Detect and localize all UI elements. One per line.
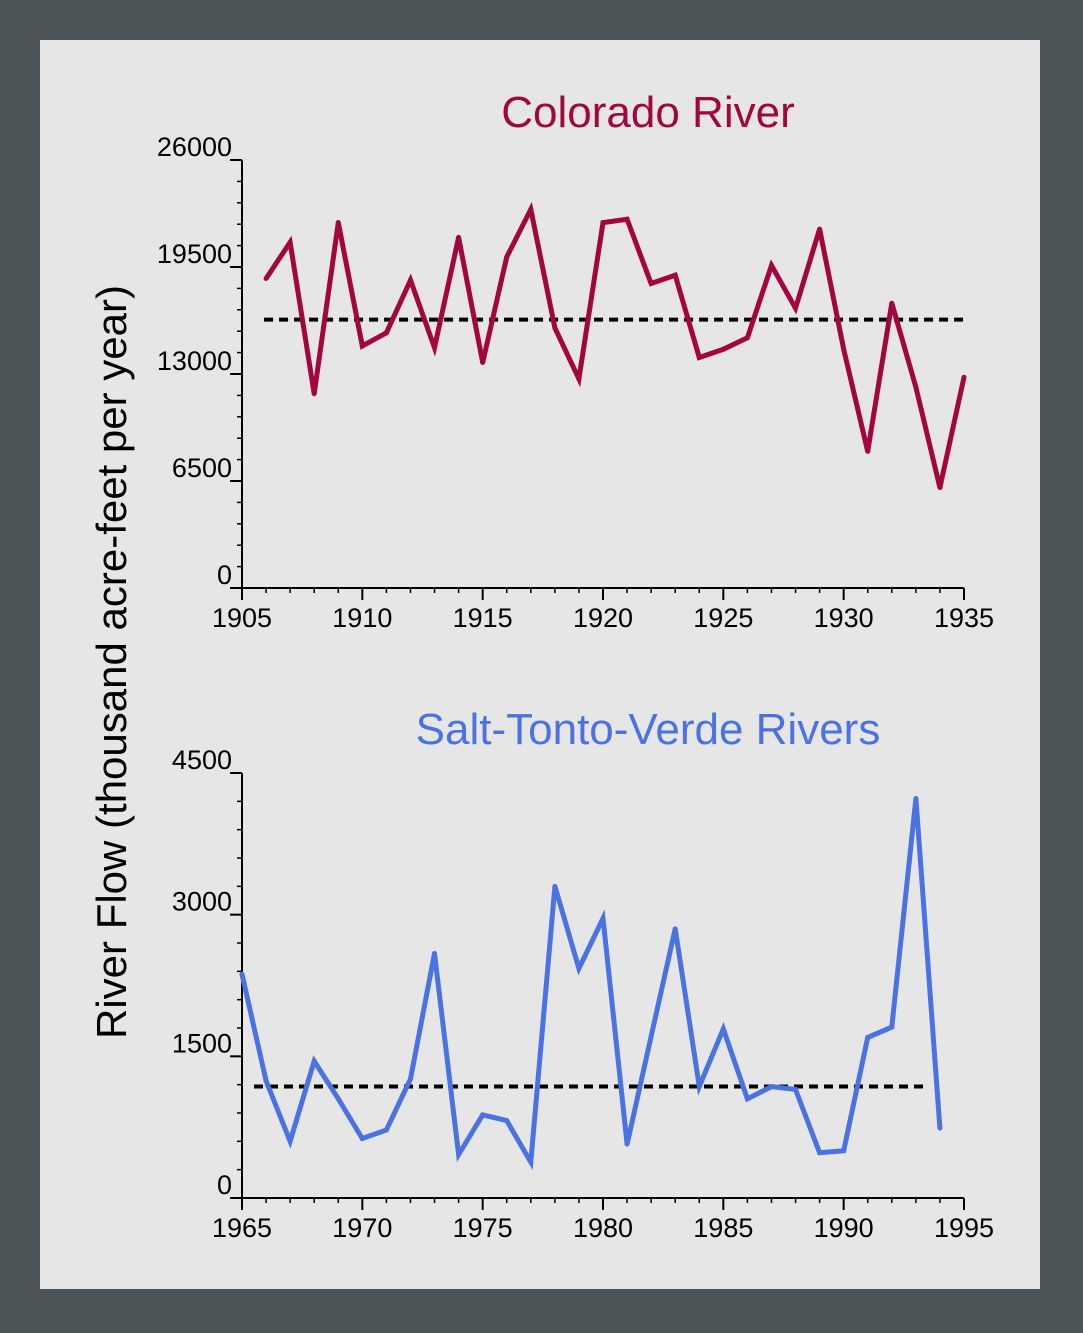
colorado-data-point [913, 384, 919, 390]
x-tick-label: 1920 [573, 603, 633, 633]
y-axis-label: River Flow (thousand acre-feet per year) [88, 285, 135, 1039]
x-tick-label: 1930 [814, 603, 874, 633]
colorado-data-point [817, 226, 823, 232]
salt-data-point [913, 796, 919, 801]
y-tick-label: 1500 [172, 1028, 232, 1058]
x-tick-label: 1995 [934, 1213, 994, 1243]
salt-data-point [287, 1138, 293, 1144]
colorado-data-point [480, 359, 486, 365]
y-tick-label: 0 [217, 560, 232, 590]
colorado-data-point [865, 448, 871, 454]
colorado-data-point [720, 346, 726, 352]
colorado-data-point [528, 206, 534, 212]
colorado-data-point [504, 254, 510, 260]
salt-data-point [648, 1034, 654, 1039]
salt-data-point [744, 1096, 750, 1102]
y-tick-label: 3000 [172, 887, 232, 917]
colorado-data-point [383, 330, 389, 336]
y-tick-label: 4500 [172, 745, 232, 775]
colorado-data-point [744, 335, 750, 341]
salt-data-point [817, 1150, 823, 1156]
colorado-data-point [648, 280, 654, 286]
colorado-series-line [264, 201, 967, 489]
colorado-data-point [961, 374, 967, 380]
salt-series-line [239, 798, 943, 1171]
salt-data-point [432, 950, 438, 956]
salt-chart-title: Salt-Tonto-Verde Rivers [416, 705, 881, 754]
salt-data-point [528, 1159, 534, 1165]
colorado-data-point [600, 220, 606, 226]
colorado-data-point [287, 239, 293, 245]
colorado-data-point [793, 305, 799, 311]
colorado-data-point [263, 276, 269, 282]
x-tick-label: 1905 [212, 603, 272, 633]
salt-data-point [239, 971, 245, 977]
y-tick-label: 19500 [157, 239, 232, 269]
salt-data-point [672, 926, 678, 932]
y-tick-label: 13000 [157, 346, 232, 376]
salt-data-point [480, 1112, 486, 1118]
x-tick-label: 1925 [693, 603, 753, 633]
x-tick-label: 1975 [453, 1213, 513, 1243]
salt-data-point [335, 1096, 341, 1102]
salt-data-point [696, 1084, 702, 1090]
y-tick-label: 0 [217, 1170, 232, 1200]
chart-panel: River Flow (thousand acre-feet per year)… [40, 40, 1040, 1289]
salt-data-point [383, 1127, 389, 1133]
salt-data-point [456, 1152, 462, 1158]
salt-data-point [311, 1058, 317, 1064]
salt-data-point [600, 915, 606, 921]
x-tick-label: 1980 [573, 1213, 633, 1243]
colorado-data-point [937, 485, 943, 491]
salt-data-point [841, 1148, 847, 1154]
colorado-data-point [624, 216, 630, 222]
colorado-data-point [456, 234, 462, 240]
salt-data-point [768, 1084, 774, 1090]
colorado-data-point [432, 345, 438, 351]
y-tick-label: 26000 [157, 132, 232, 162]
salt-data-point [359, 1136, 365, 1141]
colorado-chart: Colorado River 0 6500 13000 19500 26000 1905 19… [157, 88, 994, 633]
salt-data-point [624, 1141, 630, 1147]
salt-data-point [889, 1024, 895, 1030]
colorado-data-point [359, 343, 365, 349]
salt-data-point [720, 1026, 726, 1032]
colorado-data-point [696, 355, 702, 361]
colorado-data-point [552, 325, 558, 331]
x-tick-label: 1915 [453, 603, 513, 633]
colorado-data-point [672, 272, 678, 278]
colorado-data-point [889, 300, 895, 306]
salt-data-point [793, 1086, 799, 1092]
x-tick-label: 1985 [693, 1213, 753, 1243]
colorado-data-point [311, 391, 317, 397]
salt-data-point [576, 966, 582, 971]
x-tick-label: 1910 [332, 603, 392, 633]
salt-data-point [263, 1078, 269, 1084]
river-flow-charts: River Flow (thousand acre-feet per year)… [88, 88, 994, 1243]
x-tick-label: 1935 [934, 603, 994, 633]
salt-data-point [865, 1034, 871, 1040]
salt-data-point [504, 1118, 510, 1124]
colorado-chart-title: Colorado River [501, 88, 794, 137]
colorado-data-point [841, 346, 847, 352]
y-tick-label: 6500 [172, 453, 232, 483]
x-tick-label: 1970 [332, 1213, 392, 1243]
salt-data-point [407, 1076, 413, 1082]
colorado-data-point [335, 220, 341, 226]
salt-data-point [937, 1125, 943, 1131]
colorado-data-point [407, 277, 413, 283]
colorado-data-point [576, 376, 582, 382]
colorado-data-point [768, 262, 774, 268]
x-tick-label: 1990 [814, 1213, 874, 1243]
x-tick-label: 1965 [212, 1213, 272, 1243]
salt-data-point [552, 883, 558, 889]
salt-chart: Salt-Tonto-Verde Rivers 0 1500 3000 4500 1965… [172, 705, 994, 1243]
